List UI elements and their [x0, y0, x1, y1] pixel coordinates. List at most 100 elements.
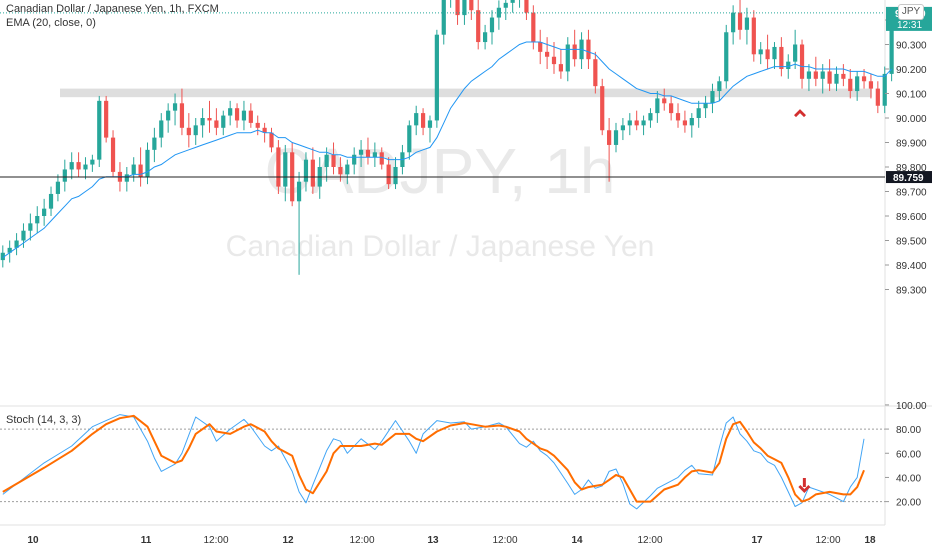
ema-legend[interactable]: EMA (20, close, 0)	[6, 17, 96, 29]
watermark-symbol: CADJPY, 1h	[265, 135, 616, 207]
candle-body	[779, 46, 784, 69]
candle	[234, 103, 240, 128]
candle-body	[551, 56, 557, 65]
candle	[600, 78, 605, 136]
candle	[434, 29, 439, 128]
candle-body	[793, 44, 798, 62]
stoch-legend[interactable]: Stoch (14, 3, 3)	[6, 414, 82, 426]
support-zone[interactable]	[60, 88, 872, 98]
candle	[414, 105, 419, 136]
candle	[834, 66, 839, 92]
price-tick-label: 90.300	[896, 41, 927, 52]
candle	[655, 91, 660, 123]
candle-body	[724, 32, 729, 82]
time-tick-label: 12	[282, 535, 294, 546]
candle	[97, 95, 102, 167]
down-arrow-shape	[798, 485, 811, 493]
candle-body	[861, 76, 867, 82]
candle	[28, 213, 33, 241]
candle	[462, 0, 467, 25]
price-tick-label: 89.900	[896, 139, 927, 150]
candle-body	[69, 162, 74, 170]
stoch-tick-label: 60.00	[896, 449, 921, 460]
candle-body	[703, 103, 708, 109]
candle-body	[21, 230, 26, 241]
horizontal-line-label: 89.759	[893, 173, 924, 184]
candle	[110, 130, 116, 177]
candle-body	[717, 81, 722, 92]
candle-body	[207, 118, 212, 121]
candle	[104, 95, 109, 143]
candle-body	[345, 164, 350, 175]
candle	[248, 103, 253, 128]
candle	[214, 108, 219, 136]
candle	[779, 37, 784, 77]
time-axis[interactable]: 10 11 12:00 12 12:00 13 12:00 14 12:00 17 12:00 18	[27, 535, 876, 546]
up-arrow-icon	[794, 109, 806, 118]
candle	[241, 100, 247, 131]
candle-body	[76, 162, 81, 170]
candle-body	[90, 159, 95, 165]
horizontal-line-label-bg	[886, 171, 932, 184]
stochastic-pane[interactable]	[0, 414, 885, 510]
candle	[875, 81, 880, 114]
candle	[758, 42, 763, 65]
candle	[813, 56, 818, 87]
candle	[200, 108, 205, 138]
candle	[737, 0, 743, 40]
candle	[572, 29, 577, 67]
time-tick-label: 12:00	[637, 535, 662, 546]
candle	[186, 113, 191, 148]
candle	[827, 59, 832, 92]
candles[interactable]	[0, 0, 894, 275]
candle-body	[276, 147, 281, 187]
candle	[613, 122, 619, 153]
candle-body	[868, 81, 874, 89]
currency-badge[interactable]: JPY	[898, 4, 924, 20]
candle-body	[855, 76, 860, 92]
candle-body	[221, 115, 226, 128]
candle	[593, 51, 598, 94]
price-tick-label: 89.500	[896, 237, 927, 248]
candle	[179, 88, 185, 136]
candle-body	[0, 252, 5, 261]
candle	[496, 0, 501, 30]
candle-body	[882, 73, 887, 106]
candle	[303, 152, 309, 192]
candle	[420, 108, 426, 136]
time-tick-label: 12:00	[492, 535, 517, 546]
candle	[193, 118, 198, 145]
candle	[393, 157, 398, 190]
candle-body	[510, 0, 515, 3]
candle	[386, 157, 391, 190]
candle-body	[820, 71, 825, 79]
candle	[207, 100, 212, 133]
price-tick-label: 90.200	[896, 65, 927, 76]
candle	[806, 64, 812, 92]
candle	[558, 49, 563, 79]
candle	[476, 0, 481, 50]
price-tick-label: 89.300	[896, 286, 927, 297]
candle-body	[379, 152, 384, 165]
candle	[338, 157, 343, 182]
candle-body	[875, 88, 880, 106]
candle-body	[97, 100, 102, 160]
main-title[interactable]: Canadian Dollar / Japanese Yen, 1h, FXCM	[6, 3, 219, 15]
candle-body	[434, 34, 439, 121]
candle	[55, 174, 61, 202]
candle-body	[124, 174, 129, 182]
candle	[62, 159, 67, 192]
candle	[90, 154, 95, 172]
candle	[765, 34, 770, 69]
candle-body	[503, 2, 508, 8]
price-tick-label: 90.100	[896, 90, 927, 101]
candle-body	[572, 44, 577, 60]
stoch-axis[interactable]: 100.00 80.00 60.00 40.00 20.00	[885, 401, 927, 509]
candle-body	[131, 164, 136, 175]
candle-body	[186, 127, 191, 136]
ema-line[interactable]	[2, 41, 892, 259]
candle-body	[669, 103, 674, 114]
candle-body	[104, 100, 109, 138]
candle	[855, 71, 860, 101]
